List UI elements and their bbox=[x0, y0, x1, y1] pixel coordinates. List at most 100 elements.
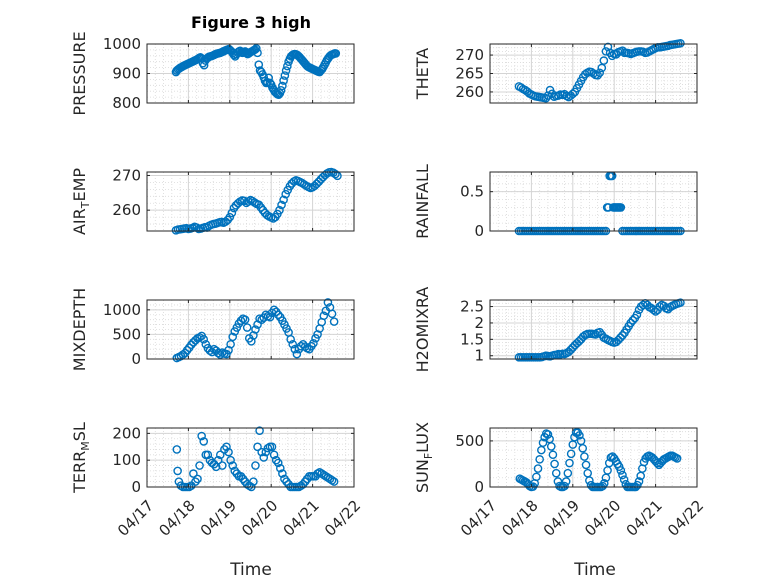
data-point bbox=[532, 472, 541, 482]
data-point bbox=[672, 454, 682, 463]
data-point bbox=[533, 464, 543, 473]
data-point bbox=[224, 447, 233, 457]
data-point bbox=[199, 335, 209, 344]
data-point bbox=[283, 61, 292, 71]
data-point bbox=[319, 311, 329, 321]
data-point bbox=[273, 458, 283, 468]
data-point bbox=[599, 56, 609, 65]
data-point bbox=[255, 426, 264, 435]
data-point bbox=[566, 449, 576, 459]
data-point bbox=[591, 330, 600, 339]
data-point bbox=[222, 442, 231, 452]
data-point bbox=[176, 481, 186, 490]
y-axis-label: RAINFALL bbox=[413, 164, 432, 239]
y-axis-label: TERRMSL bbox=[70, 422, 92, 494]
y-tick-label: 1000 bbox=[103, 301, 141, 319]
data-point bbox=[244, 197, 253, 206]
axes-box bbox=[146, 171, 355, 232]
data-point bbox=[195, 333, 204, 342]
data-point bbox=[227, 208, 237, 218]
data-point bbox=[535, 455, 544, 464]
data-point bbox=[286, 335, 295, 344]
x-tick-label: 04/18 bbox=[498, 497, 541, 540]
data-point bbox=[581, 460, 591, 470]
data-point bbox=[251, 325, 260, 334]
data-point bbox=[250, 198, 259, 207]
data-point bbox=[269, 305, 279, 315]
data-point bbox=[676, 38, 685, 48]
data-point bbox=[651, 307, 660, 316]
data-point bbox=[309, 338, 318, 348]
data-point bbox=[541, 93, 551, 103]
subplot-h2omixra: 11.522.5 H2OMIXRA bbox=[413, 287, 698, 372]
y-tick-label: 2.5 bbox=[460, 298, 484, 316]
data-point bbox=[568, 89, 578, 99]
data-point bbox=[257, 315, 266, 324]
data-point bbox=[226, 339, 235, 349]
data-point bbox=[276, 463, 285, 473]
data-point bbox=[242, 323, 252, 332]
subplot-mixdepth: 0 500 1000 MIXDEPTH bbox=[70, 288, 355, 371]
data-series-terr-msl bbox=[172, 426, 339, 492]
y-tick-label: 260 bbox=[112, 201, 141, 219]
data-point bbox=[276, 86, 286, 95]
data-point bbox=[228, 332, 237, 342]
data-point bbox=[253, 48, 262, 58]
x-ticks bbox=[489, 300, 698, 359]
data-point bbox=[228, 461, 237, 470]
data-point bbox=[195, 461, 204, 470]
y-axis-label: SUNFLUX bbox=[413, 422, 435, 493]
data-point bbox=[616, 333, 625, 342]
y-ticks: 0 500 1000 bbox=[103, 301, 354, 368]
y-tick-label: 270 bbox=[112, 166, 141, 184]
data-point bbox=[249, 477, 258, 486]
x-axis-label-right: Time bbox=[573, 560, 616, 580]
y-tick-label: 1 bbox=[474, 347, 484, 365]
data-point bbox=[226, 455, 235, 465]
x-tick-label: 04/22 bbox=[321, 497, 364, 540]
data-point bbox=[173, 466, 182, 476]
minor-grid bbox=[147, 427, 354, 488]
y-tick-label: 2 bbox=[474, 314, 484, 332]
data-point bbox=[538, 438, 548, 448]
data-point bbox=[215, 350, 225, 359]
y-ticks: 0 500 bbox=[455, 432, 697, 496]
x-tick-label: 04/19 bbox=[540, 497, 583, 540]
data-point bbox=[251, 44, 261, 53]
data-point bbox=[550, 459, 559, 469]
x-tick-label: 04/20 bbox=[238, 497, 281, 540]
axes-box bbox=[146, 299, 355, 360]
y-tick-label: 0 bbox=[131, 350, 141, 368]
data-point bbox=[189, 469, 198, 478]
y-axis-label: MIXDEPTH bbox=[70, 288, 89, 371]
x-tick-label: 04/21 bbox=[623, 497, 666, 540]
y-tick-label: 0 bbox=[131, 478, 141, 496]
data-point bbox=[213, 348, 223, 358]
axes-box bbox=[489, 427, 698, 488]
data-point bbox=[618, 470, 627, 480]
y-tick-label: 1000 bbox=[103, 35, 141, 53]
data-point bbox=[323, 298, 333, 307]
data-point bbox=[239, 196, 249, 206]
data-point bbox=[240, 315, 250, 324]
data-point bbox=[327, 475, 337, 485]
data-point bbox=[205, 346, 215, 355]
data-point bbox=[279, 195, 288, 205]
y-tick-label: 260 bbox=[455, 83, 484, 101]
data-point bbox=[595, 68, 605, 78]
major-grid bbox=[489, 44, 698, 103]
data-point bbox=[543, 430, 553, 439]
x-tick-label: 04/17 bbox=[457, 497, 500, 540]
data-point bbox=[676, 298, 685, 307]
x-tick-label: 04/21 bbox=[280, 497, 323, 540]
data-point bbox=[607, 51, 617, 61]
x-tick-label: 04/22 bbox=[664, 497, 707, 540]
data-point bbox=[236, 316, 246, 325]
data-point bbox=[585, 476, 594, 485]
data-point bbox=[327, 309, 337, 319]
data-point bbox=[300, 180, 309, 189]
y-ticks: 0 100 200 bbox=[112, 424, 354, 496]
minor-grid bbox=[490, 172, 697, 232]
